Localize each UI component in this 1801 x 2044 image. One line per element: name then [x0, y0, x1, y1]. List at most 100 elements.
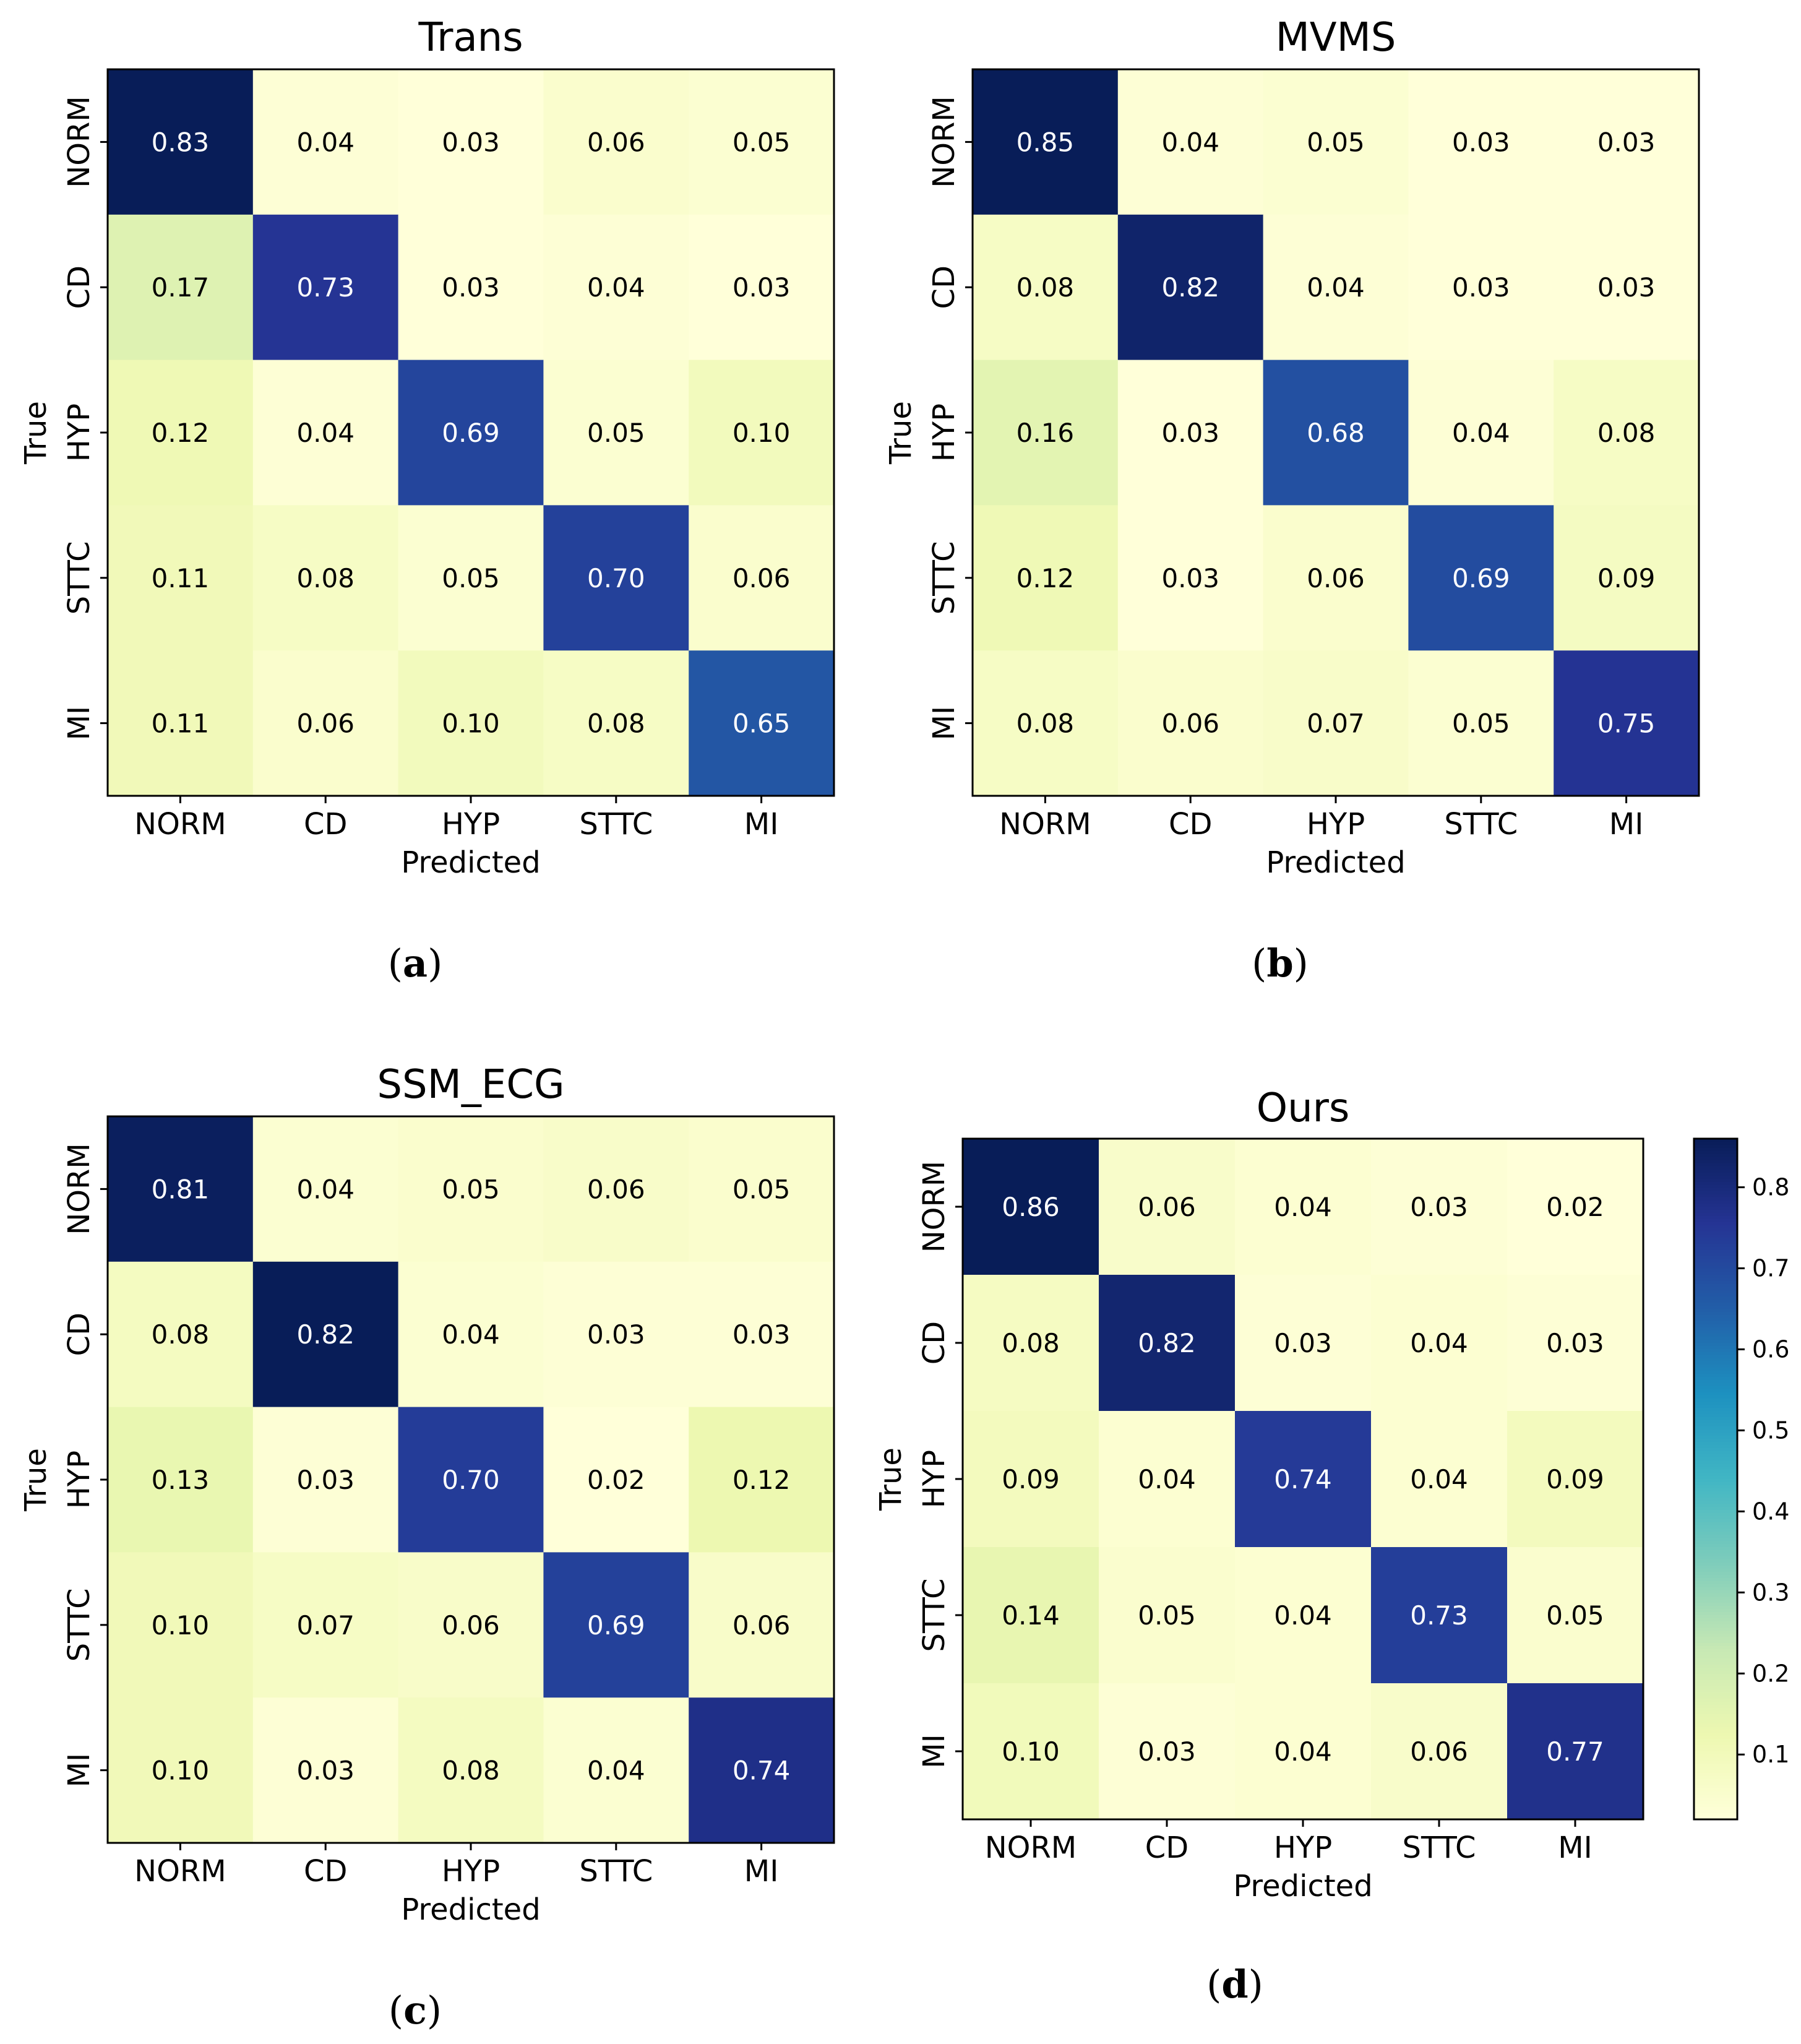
colorbar-segment [1694, 1606, 1737, 1610]
y-axis-label: True [883, 401, 918, 465]
cell-value: 0.03 [442, 272, 500, 303]
colorbar-segment [1694, 1628, 1737, 1631]
colorbar-segment [1694, 1801, 1737, 1805]
colorbar-segment [1694, 1553, 1737, 1557]
colorbar-segment [1694, 1566, 1737, 1569]
heatmap-cell [252, 505, 399, 651]
heatmap-cell [398, 1261, 544, 1408]
colorbar-segment [1694, 1683, 1737, 1687]
colorbar-segment [1694, 1720, 1737, 1724]
cell-value: 0.04 [296, 1174, 355, 1204]
colorbar-segment [1694, 1454, 1737, 1458]
colorbar-segment [1694, 1281, 1737, 1285]
heatmap-cell [1554, 69, 1700, 215]
heatmap-cell [689, 1697, 835, 1843]
colorbar-segment [1694, 1448, 1737, 1452]
x-tick-label: CD [1145, 1831, 1188, 1865]
cell-value: 0.73 [296, 272, 355, 303]
heatmap-cell [1554, 214, 1700, 361]
y-tick-label: HYP [927, 403, 961, 462]
panel-title: Ours [1257, 1085, 1350, 1131]
colorbar-segment [1694, 1655, 1737, 1659]
heatmap-cell [1554, 505, 1700, 651]
y-tick-label: STTC [917, 1579, 952, 1652]
heatmap-cell [252, 1697, 399, 1843]
colorbar-segment [1694, 1513, 1737, 1517]
colorbar-segment [1694, 1792, 1737, 1795]
heatmap-cell [543, 650, 689, 796]
colorbar-segment [1694, 1677, 1737, 1681]
x-axis-label: Predicted [1266, 845, 1405, 880]
colorbar-segment [1694, 1612, 1737, 1616]
heatmap-cell [1371, 1683, 1508, 1820]
heatmap-cell [108, 1697, 254, 1843]
colorbar-segment [1694, 1343, 1737, 1347]
colorbar-segment [1694, 1312, 1737, 1316]
colorbar-segment [1694, 1491, 1737, 1495]
heatmap-cell [543, 69, 689, 215]
cell-value: 0.03 [587, 1319, 645, 1350]
colorbar-segment [1694, 1733, 1737, 1736]
colorbar-segment [1694, 1337, 1737, 1340]
colorbar-segment [1694, 1723, 1737, 1727]
colorbar-segment [1694, 1581, 1737, 1585]
colorbar-segment [1694, 1157, 1737, 1161]
colorbar-segment [1694, 1139, 1737, 1142]
colorbar-segment [1694, 1355, 1737, 1359]
colorbar-segment [1694, 1597, 1737, 1600]
cell-value: 0.04 [296, 418, 355, 448]
colorbar-segment [1694, 1643, 1737, 1647]
cell-value: 0.05 [1546, 1600, 1604, 1631]
heatmap-cell [108, 505, 254, 651]
colorbar-segment [1694, 1745, 1737, 1749]
heatmap-cell [398, 1116, 544, 1262]
heatmap-cell [689, 1116, 835, 1262]
colorbar-segment [1694, 1764, 1737, 1767]
colorbar-segment [1694, 1696, 1737, 1699]
heatmap-cell [1117, 214, 1264, 361]
colorbar-segment [1694, 1411, 1737, 1415]
colorbar-segment [1694, 1600, 1737, 1603]
colorbar-segment [1694, 1813, 1737, 1817]
colorbar-segment [1694, 1163, 1737, 1167]
cell-value: 0.12 [152, 418, 210, 448]
colorbar-segment [1694, 1235, 1737, 1238]
colorbar-segment [1694, 1442, 1737, 1446]
heatmap-cell [1408, 650, 1554, 796]
colorbar-segment [1694, 1519, 1737, 1523]
colorbar-segment [1694, 1782, 1737, 1786]
colorbar-segment [1694, 1377, 1737, 1381]
colorbar-segment [1694, 1767, 1737, 1770]
x-tick-label: STTC [1403, 1831, 1476, 1865]
heatmap-cell [1408, 505, 1554, 651]
cell-value: 0.04 [1138, 1464, 1196, 1494]
cell-value: 0.08 [1017, 272, 1075, 303]
cell-value: 0.03 [1546, 1328, 1604, 1358]
cell-value: 0.82 [296, 1319, 355, 1350]
heatmap-cell [1099, 1275, 1236, 1412]
heatmap-cell [252, 1261, 399, 1408]
colorbar-segment [1694, 1532, 1737, 1535]
colorbar-segment [1694, 1544, 1737, 1548]
cell-value: 0.77 [1546, 1736, 1604, 1767]
cell-value: 0.03 [296, 1756, 355, 1786]
cell-value: 0.11 [152, 563, 210, 593]
heatmap-cell [1235, 1275, 1372, 1412]
colorbar-segment [1694, 1389, 1737, 1393]
heatmap-cell [1263, 650, 1409, 796]
cell-value: 0.03 [1138, 1736, 1196, 1767]
cell-value: 0.03 [733, 1319, 791, 1350]
colorbar-segment [1694, 1569, 1737, 1572]
cell-value: 0.06 [587, 127, 645, 157]
colorbar-segment [1694, 1262, 1737, 1266]
heatmap-cell [1117, 360, 1264, 506]
colorbar-segment [1694, 1603, 1737, 1606]
colorbar-segment [1694, 1330, 1737, 1334]
colorbar-segment [1694, 1170, 1737, 1173]
cell-value: 0.04 [1274, 1192, 1332, 1222]
y-tick-label: HYP [62, 403, 97, 462]
heatmap-cell [689, 1552, 835, 1698]
cell-value: 0.09 [1597, 563, 1656, 593]
cell-value: 0.06 [1307, 563, 1365, 593]
